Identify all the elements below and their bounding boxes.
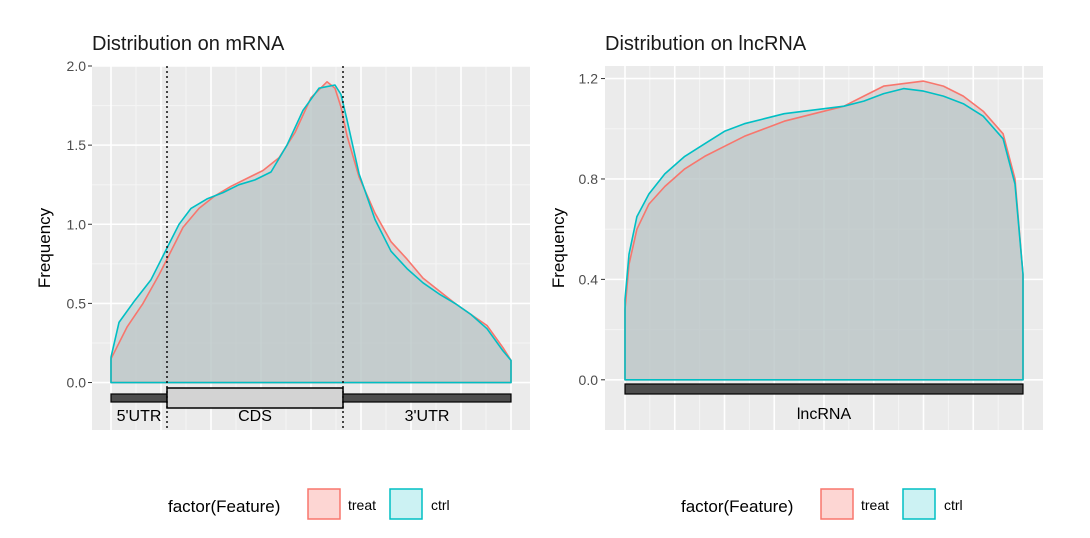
y-tick-label: 0.4 <box>579 271 599 287</box>
segment-label: 3'UTR <box>405 408 450 425</box>
segment-utr-bar <box>624 383 1024 395</box>
segment-label: 5'UTR <box>117 408 162 425</box>
legend-label-treat: treat <box>348 497 376 513</box>
lncrna-chart: Distribution on lncRNA lncRNA 0.0 0.4 0.8 1… <box>549 33 1043 430</box>
mrna-legend: factor(Feature) treat ctrl <box>168 488 450 520</box>
legend-label-treat: treat <box>861 497 889 513</box>
y-tick-label: 2.0 <box>67 58 87 74</box>
mrna-density-areas <box>111 81 511 383</box>
mrna-y-ticks: 0.0 0.5 1.0 1.5 2.0 <box>67 58 92 391</box>
line-ctrl <box>110 84 512 384</box>
legend-title: factor(Feature) <box>168 497 280 516</box>
segment-utr-bar <box>342 393 512 403</box>
lncrna-y-axis-label: Frequency <box>549 207 568 288</box>
legend-label-ctrl: ctrl <box>944 497 963 513</box>
mrna-chart-title: Distribution on mRNA <box>92 33 285 55</box>
lncrna-density-areas <box>625 81 1023 380</box>
area-ctrl <box>111 85 511 383</box>
area-tint-ctrl <box>625 88 1023 380</box>
segment-label: CDS <box>238 408 272 425</box>
line-ctrl <box>624 87 1024 381</box>
y-tick-label: 1.0 <box>67 216 87 232</box>
legend-key-treat <box>820 488 854 520</box>
y-tick-label: 1.5 <box>67 137 87 153</box>
lncrna-y-ticks: 0.0 0.4 0.8 1.2 <box>579 71 605 388</box>
area-ctrl <box>625 88 1023 380</box>
legend-label-ctrl: ctrl <box>431 497 450 513</box>
mrna-density-lines <box>110 81 512 384</box>
legend-key-ctrl <box>902 488 936 520</box>
lncrna-transcript-model: lncRNA <box>624 383 1024 423</box>
segment-label: lncRNA <box>797 406 852 423</box>
segment-cds-box <box>166 387 344 409</box>
area-tint-ctrl <box>111 85 511 383</box>
lncrna-chart-title: Distribution on lncRNA <box>605 33 807 55</box>
y-tick-label: 0.5 <box>67 295 87 311</box>
segment-utr-bar <box>110 393 168 403</box>
mrna-boundary-lines <box>166 66 344 430</box>
y-tick-label: 0.0 <box>579 372 599 388</box>
y-tick-label: 0.0 <box>67 375 87 391</box>
legend-key-treat <box>307 488 341 520</box>
lncrna-legend: factor(Feature) treat ctrl <box>681 488 963 520</box>
legend-key-ctrl <box>389 488 423 520</box>
y-tick-label: 1.2 <box>579 71 599 87</box>
mrna-y-axis-label: Frequency <box>35 207 54 288</box>
lncrna-density-lines <box>624 80 1024 381</box>
y-tick-label: 0.8 <box>579 171 599 187</box>
line-treat <box>110 81 512 384</box>
mrna-transcript-model: 5'UTR CDS 3'UTR <box>110 387 512 425</box>
mrna-chart: Distribution on mRNA 5'UTR CDS 3'UTR 0.00.… <box>35 33 530 430</box>
legend-title: factor(Feature) <box>681 497 793 516</box>
